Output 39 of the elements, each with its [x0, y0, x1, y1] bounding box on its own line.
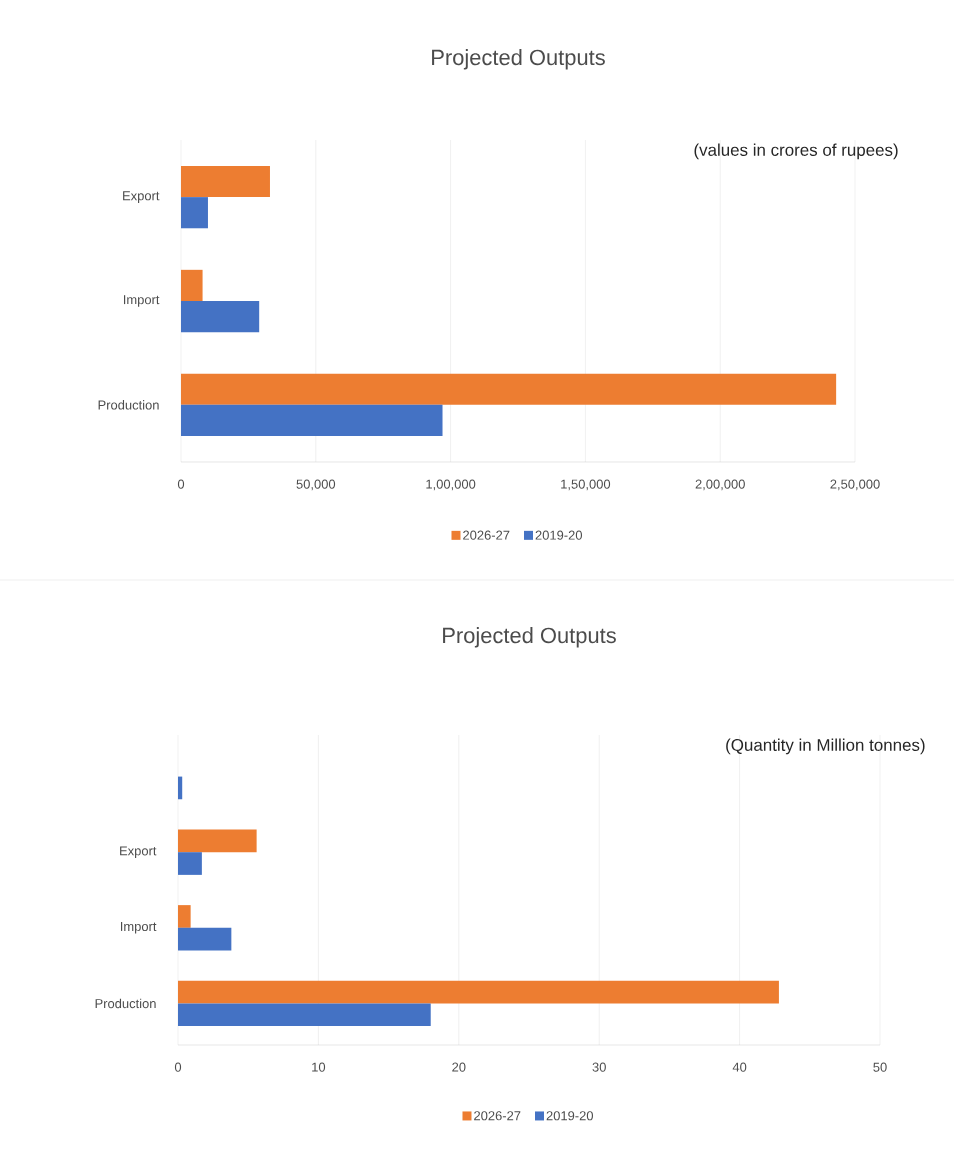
bar [178, 1003, 431, 1027]
x-tick-label: 2,50,000 [830, 479, 880, 491]
bar [178, 905, 191, 928]
legend-label: 2026-27 [474, 1111, 521, 1121]
bar [181, 197, 208, 229]
bar [178, 980, 779, 1004]
bar [181, 269, 203, 301]
bar [181, 165, 270, 198]
bar [178, 829, 257, 853]
bar [181, 373, 837, 405]
chart-title: Projected Outputs [443, 627, 616, 648]
x-tick-label: 40 [732, 1062, 747, 1072]
bar [181, 300, 260, 333]
y-tick-label: Import [123, 295, 160, 307]
annotation: (values in crores of rupees) [694, 143, 898, 160]
y-tick-label: Production [95, 998, 156, 1009]
x-tick-label: 20 [452, 1062, 466, 1072]
annotation: (Quantity in Million tonnes) [726, 738, 925, 755]
chart-title: Projected Outputs [432, 49, 605, 70]
x-tick-label: 50,000 [296, 479, 336, 491]
x-tick-label: 10 [312, 1062, 326, 1072]
y-tick-label: Export [120, 846, 157, 858]
bar [178, 852, 202, 875]
y-tick-label: Import [120, 922, 157, 934]
legend-label: 2026-27 [463, 530, 510, 540]
x-tick-label: 50 [873, 1062, 887, 1072]
x-tick-label: 1,50,000 [561, 479, 611, 491]
bar [181, 404, 443, 437]
x-tick-label: 30 [592, 1062, 606, 1072]
y-tick-label: Export [123, 191, 160, 203]
bar [178, 776, 183, 800]
legend-label: 2019-20 [535, 530, 583, 540]
legend-label: 2019-20 [546, 1111, 594, 1121]
x-tick-label: 2,00,000 [695, 479, 745, 491]
y-tick-label: Production [98, 400, 159, 410]
bar [178, 927, 232, 951]
x-tick-label: 1,00,000 [426, 479, 476, 491]
x-tick-label: 0 [174, 1062, 182, 1072]
x-tick-label: 0 [177, 479, 185, 489]
